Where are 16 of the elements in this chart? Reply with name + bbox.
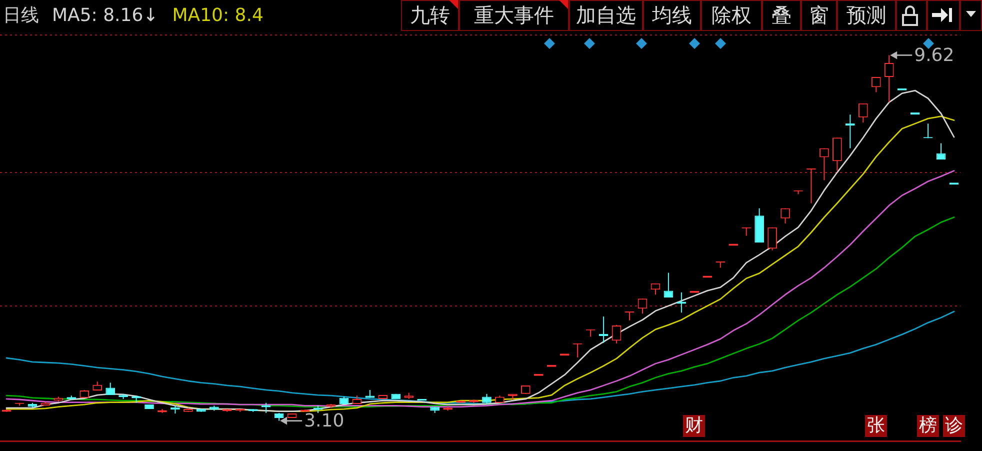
- text: MA10: 8.4: [172, 5, 264, 26]
- text: 均线: [652, 3, 692, 27]
- text: 除权: [712, 3, 752, 27]
- chart-title: 日线: [3, 5, 39, 26]
- text: 重大事件: [474, 3, 554, 27]
- annotation: 9.62: [914, 44, 954, 66]
- badge: 诊: [943, 415, 965, 437]
- badge: 榜: [917, 415, 939, 437]
- badge: 财: [683, 415, 705, 437]
- text: MA5: 8.16↓: [52, 5, 158, 26]
- text: 窗: [809, 3, 829, 27]
- badge: 张: [865, 415, 887, 437]
- text: 九转: [410, 3, 450, 27]
- text: 叠: [772, 3, 792, 27]
- text: 加自选: [576, 3, 636, 27]
- text: 预测: [846, 3, 886, 27]
